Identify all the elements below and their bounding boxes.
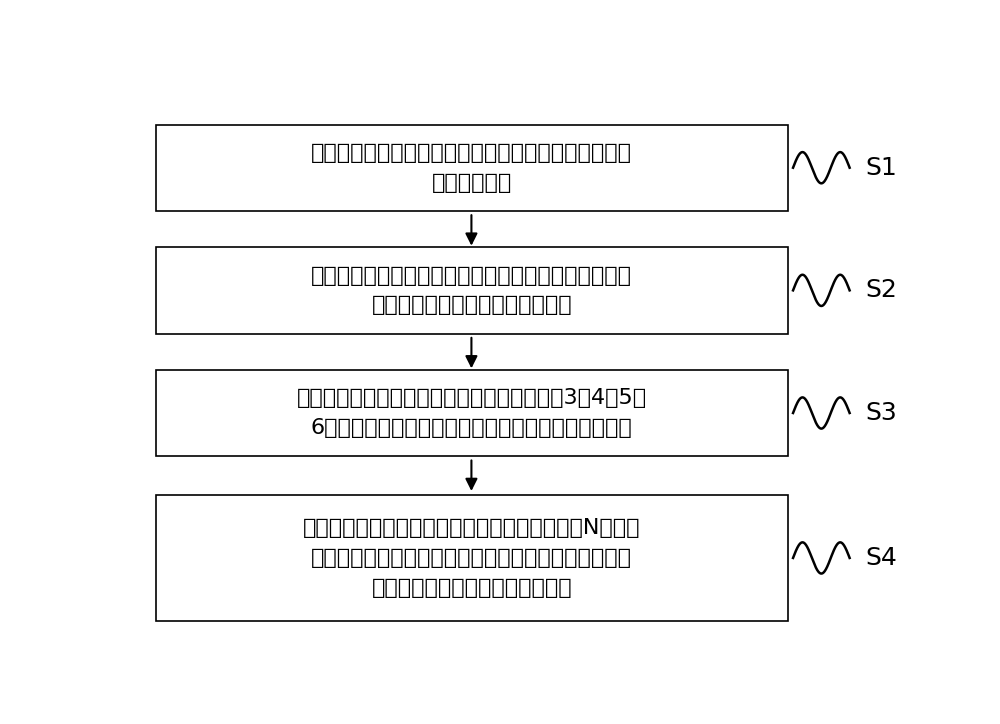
Text: 将所述抛物面网格中所有单元根据相似程度分为N类，并
每类单元的全部单元进行重叠优化获得最大的公共形状
作为该类单元的通用模块单元形状: 将所述抛物面网格中所有单元根据相似程度分为N类，并 每类单元的全部单元进行重叠优… — [303, 518, 641, 597]
FancyBboxPatch shape — [156, 370, 788, 456]
FancyBboxPatch shape — [156, 247, 788, 334]
Text: 抛物面螺旋点阵中的任意一点与其周边最近的3、4、5或
6个相邻点相互连接，得到近似均匀分布的抛物面网格: 抛物面螺旋点阵中的任意一点与其周边最近的3、4、5或 6个相邻点相互连接，得到近… — [297, 388, 647, 438]
FancyBboxPatch shape — [156, 125, 788, 211]
Text: S4: S4 — [865, 546, 897, 570]
Text: S3: S3 — [865, 401, 897, 425]
Text: S1: S1 — [865, 156, 897, 180]
Text: 沿抛物面螺旋线以黄金夹角为旋转角等相位重复排布节
点得到均匀分布的抛物面螺旋点阵: 沿抛物面螺旋线以黄金夹角为旋转角等相位重复排布节 点得到均匀分布的抛物面螺旋点阵 — [311, 266, 632, 315]
Text: S2: S2 — [865, 278, 897, 303]
Text: 从抛物面底部中心出发建立具有等面积扫描增长特性的
抛物面螺旋线: 从抛物面底部中心出发建立具有等面积扫描增长特性的 抛物面螺旋线 — [311, 143, 632, 193]
FancyBboxPatch shape — [156, 495, 788, 620]
